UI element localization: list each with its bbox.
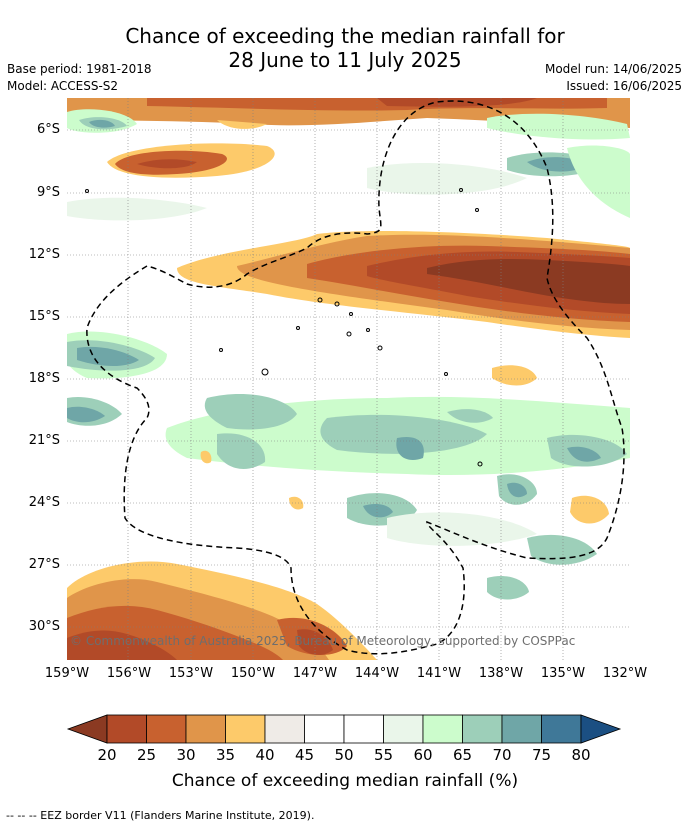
colorbar-tick-70: 70 xyxy=(492,746,512,764)
colorbar-bin-45-50 xyxy=(304,714,345,744)
colorbar-bin-70-75 xyxy=(501,714,542,744)
model-run: Model run: 14/06/2025 xyxy=(544,62,682,76)
lat-label-6s: 6°S xyxy=(36,122,60,137)
colorbar-tick-75: 75 xyxy=(531,746,552,764)
colorbar-tick-20: 20 xyxy=(97,746,117,764)
colorbar-tick-45: 45 xyxy=(294,746,315,764)
colorbar-tick-40: 40 xyxy=(255,746,275,764)
colorbar-bin-20-25 xyxy=(106,714,147,744)
base-period: Base period: 1981-2018 xyxy=(7,62,152,76)
lat-label-30s: 30°S xyxy=(28,619,60,634)
colorbar-tick-65: 65 xyxy=(452,746,473,764)
colorbar-bin-65-70 xyxy=(462,714,503,744)
colorbar-tick-30: 30 xyxy=(176,746,196,764)
lon-label-153w: 153°W xyxy=(168,666,214,681)
colorbar-bin-25-30 xyxy=(146,714,187,744)
lon-label-150w: 150°W xyxy=(230,666,276,681)
lat-label-21s: 21°S xyxy=(28,433,60,448)
colorbar-tick-35: 35 xyxy=(215,746,236,764)
issued-date: Issued: 16/06/2025 xyxy=(566,79,682,93)
colorbar-high-extend xyxy=(580,714,622,744)
lon-label-141w: 141°W xyxy=(416,666,462,681)
lat-label-27s: 27°S xyxy=(28,557,60,572)
copyright-notice: © Commonwealth of Australia 2025, Bureau… xyxy=(70,634,576,648)
colorbar-tick-80: 80 xyxy=(571,746,591,764)
title-line-2: 28 June to 11 July 2025 xyxy=(228,48,462,72)
colorbar xyxy=(66,714,622,744)
rainfall-probability-map xyxy=(67,98,630,660)
colorbar-bin-55-60 xyxy=(383,714,424,744)
lon-label-138w: 138°W xyxy=(478,666,524,681)
colorbar-tick-60: 60 xyxy=(413,746,433,764)
colorbar-bin-30-35 xyxy=(185,714,226,744)
lat-label-18s: 18°S xyxy=(28,371,60,386)
lon-label-135w: 135°W xyxy=(540,666,586,681)
colorbar-bin-75-80 xyxy=(541,714,582,744)
colorbar-bin-40-45 xyxy=(264,714,305,744)
colorbar-low-extend xyxy=(66,714,108,744)
lon-label-147w: 147°W xyxy=(292,666,338,681)
colorbar-bin-50-55 xyxy=(343,714,384,744)
lon-label-132w: 132°W xyxy=(602,666,648,681)
lat-label-24s: 24°S xyxy=(28,495,60,510)
colorbar-title: Chance of exceeding median rainfall (%) xyxy=(171,771,519,791)
eez-border-legend: -- -- -- EEZ border V11 (Flanders Marine… xyxy=(6,809,315,822)
model-name: Model: ACCESS-S2 xyxy=(7,79,119,93)
lon-label-144w: 144°W xyxy=(354,666,400,681)
colorbar-bin-60-65 xyxy=(422,714,463,744)
title-line-1: Chance of exceeding the median rainfall … xyxy=(125,24,565,48)
colorbar-tick-25: 25 xyxy=(136,746,157,764)
lat-label-12s: 12°S xyxy=(28,247,60,262)
lon-label-159w: 159°W xyxy=(44,666,90,681)
colorbar-bin-35-40 xyxy=(225,714,266,744)
lon-label-156w: 156°W xyxy=(106,666,152,681)
colorbar-tick-55: 55 xyxy=(373,746,394,764)
colorbar-tick-50: 50 xyxy=(334,746,354,764)
lat-label-9s: 9°S xyxy=(36,185,60,200)
lat-label-15s: 15°S xyxy=(28,309,60,324)
